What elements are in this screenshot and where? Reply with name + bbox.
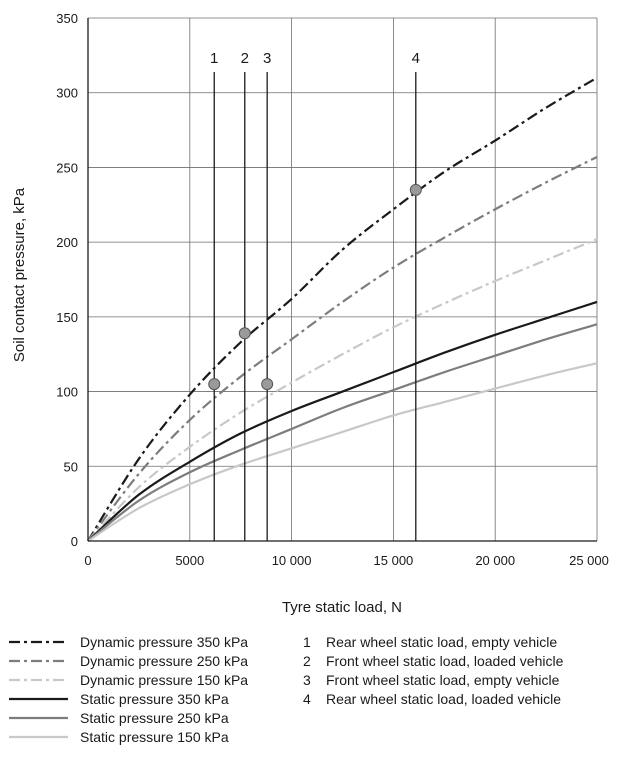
reference-marker-1	[208, 378, 221, 391]
x-tick-label: 10 000	[272, 553, 312, 568]
legend-label-3: Dynamic pressure 150 kPa	[80, 672, 248, 688]
y-tick-label: 350	[56, 11, 78, 26]
axes	[87, 18, 597, 542]
legend-label-5: Static pressure 250 kPa	[80, 710, 229, 726]
reference-marker-4	[409, 183, 422, 196]
reference-marker-3	[261, 378, 274, 391]
series-line-1	[87, 76, 598, 542]
x-tick-label: 15 000	[374, 553, 414, 568]
x-tick-label: 20 000	[475, 553, 515, 568]
series-line-6	[87, 362, 598, 542]
series-line-2	[87, 155, 598, 542]
y-axis-label: Soil contact pressure, kPa	[11, 187, 28, 362]
y-tick-labels: 0 50 100 150 200 250 300 350	[56, 11, 78, 549]
y-tick-label: 250	[56, 160, 78, 175]
legend-label-2: Dynamic pressure 250 kPa	[80, 653, 248, 669]
series-line-5	[87, 323, 598, 542]
legend-reference-lines: 1 Rear wheel static load, empty vehicle 2 F…	[303, 634, 564, 707]
reference-line-label-4: 4	[412, 50, 420, 67]
x-tick-label: 25 000	[569, 553, 609, 568]
y-tick-label: 300	[56, 86, 78, 101]
series-lines	[87, 76, 598, 542]
y-tick-label: 100	[56, 385, 78, 400]
series-line-3	[87, 238, 598, 542]
legend-ref-description-4: Rear wheel static load, loaded vehicle	[326, 691, 561, 707]
y-tick-label: 150	[56, 310, 78, 325]
legend-label-1: Dynamic pressure 350 kPa	[80, 634, 248, 650]
legend-ref-description-2: Front wheel static load, loaded vehicle	[326, 653, 564, 669]
reference-line-label-3: 3	[263, 50, 271, 67]
reference-line-label-1: 1	[210, 50, 218, 67]
y-tick-label: 0	[71, 534, 78, 549]
legend-label-4: Static pressure 350 kPa	[80, 691, 229, 707]
legend-ref-description-1: Rear wheel static load, empty vehicle	[326, 634, 557, 650]
x-axis-label: Tyre static load, N	[282, 599, 402, 616]
reference-line-label-2: 2	[241, 50, 249, 67]
series-line-4	[87, 300, 598, 542]
x-tick-label: 0	[84, 553, 91, 568]
legend-label-6: Static pressure 150 kPa	[80, 729, 229, 745]
x-tick-label: 5000	[175, 553, 204, 568]
legend-ref-number-1: 1	[303, 634, 311, 650]
y-tick-label: 50	[64, 459, 78, 474]
y-tick-label: 200	[56, 235, 78, 250]
legend-ref-number-4: 4	[303, 691, 311, 707]
legend-ref-number-3: 3	[303, 672, 311, 688]
x-tick-labels: 0 5000 10 000 15 000 20 000 25 000	[84, 553, 609, 568]
reference-marker-2	[238, 327, 251, 340]
legend-ref-number-2: 2	[303, 653, 311, 669]
grid-lines	[88, 17, 598, 541]
legend-ref-description-3: Front wheel static load, empty vehicle	[326, 672, 560, 688]
legend-series: Dynamic pressure 350 kPa Dynamic pressure…	[9, 634, 248, 745]
